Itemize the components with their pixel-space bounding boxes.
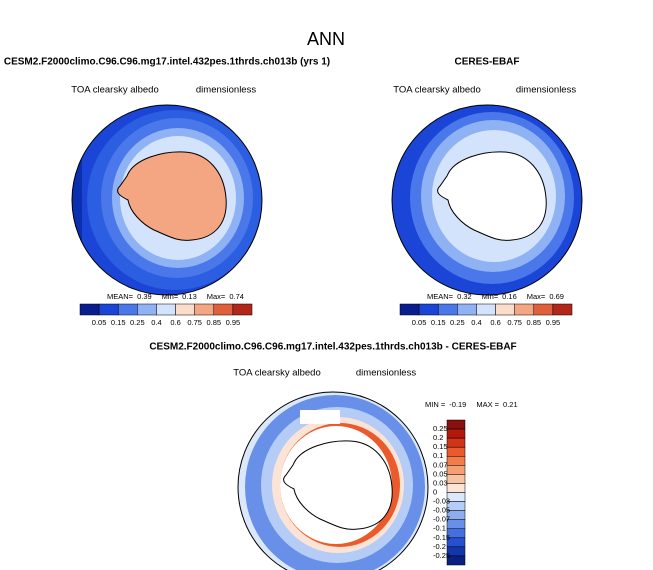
colorbar-label: 0.25 <box>433 424 448 433</box>
stat-value: 0.32 <box>457 292 472 301</box>
colorbar-label: 0.1 <box>433 451 443 460</box>
colorbar-box <box>446 456 466 466</box>
map-border <box>71 104 263 296</box>
colorbar-label: 0.15 <box>431 318 446 327</box>
colorbar-box <box>156 303 176 316</box>
stat-label: MAX = <box>476 400 499 409</box>
colorbar-box <box>476 303 496 316</box>
colorbar-label: -0.1 <box>433 524 446 533</box>
colorbar-label: -0.03 <box>433 497 450 506</box>
stat-label: Min= <box>162 292 179 301</box>
colorbar-box <box>446 437 466 448</box>
colorbar-box <box>533 303 554 316</box>
map <box>392 105 582 295</box>
colorbar-box <box>457 303 477 316</box>
colorbar-box <box>98 303 119 316</box>
colorbar-box <box>446 465 466 475</box>
stat-value: 0.21 <box>503 400 518 409</box>
colorbar-label: -0.2 <box>433 542 446 551</box>
colorbar-label: 0.15 <box>111 318 126 327</box>
colorbar-label: 0.4 <box>151 318 161 327</box>
map <box>238 392 428 570</box>
colorbar-label: 0.25 <box>450 318 465 327</box>
colorbar-box <box>495 303 515 316</box>
colorbar-box <box>399 303 420 316</box>
colorbar-label: 0.15 <box>433 442 448 451</box>
colorbar-box <box>552 303 573 316</box>
variable-label: TOA clearsky albedo <box>393 85 480 96</box>
map <box>72 105 262 295</box>
colorbar-label: 0.75 <box>507 318 522 327</box>
colorbar-box <box>194 303 215 316</box>
colorbar-label: 0.03 <box>433 478 448 487</box>
panel-title: CESM2.F2000climo.C96.C96.mg17.intel.432p… <box>149 342 516 353</box>
units-label: dimensionless <box>196 85 256 96</box>
units-label: dimensionless <box>516 85 576 96</box>
variable-label: TOA clearsky albedo <box>233 368 320 379</box>
colorbar-label: 0.75 <box>187 318 202 327</box>
colorbar-box <box>446 419 466 430</box>
colorbar-label: 0.05 <box>433 469 448 478</box>
colorbar-label: 0.85 <box>526 318 541 327</box>
colorbar-box <box>213 303 234 316</box>
colorbar-box <box>446 446 466 457</box>
colorbar-label: 0.25 <box>130 318 145 327</box>
panel-title: CESM2.F2000climo.C96.C96.mg17.intel.432p… <box>4 57 330 68</box>
colorbar-box <box>137 303 157 316</box>
colorbar-label: 0.07 <box>433 460 448 469</box>
stat-label: MEAN= <box>107 292 134 301</box>
colorbar-label: 0.05 <box>412 318 427 327</box>
colorbar-box <box>446 474 466 484</box>
colorbar-label: 0.4 <box>471 318 481 327</box>
stat-value: -0.19 <box>449 400 466 409</box>
colorbar-label: 0.2 <box>433 433 443 442</box>
colorbar-box <box>175 303 195 316</box>
colorbar-label: 0.6 <box>490 318 500 327</box>
colorbar-label: -0.15 <box>433 533 450 542</box>
colorbar-label: 0.95 <box>226 318 241 327</box>
stat-value: 0.16 <box>502 292 517 301</box>
colorbar-box <box>232 303 253 316</box>
colorbar-box <box>446 428 466 439</box>
colorbar-box <box>446 483 466 493</box>
colorbar-box <box>446 555 466 566</box>
stat-value: 0.74 <box>229 292 244 301</box>
colorbar-box <box>79 303 100 316</box>
colorbar-label: 0.85 <box>206 318 221 327</box>
colorbar-box <box>117 303 138 316</box>
stat-label: Min= <box>482 292 499 301</box>
colorbar-label: 0.6 <box>170 318 180 327</box>
colorbar-label: 0 <box>433 487 437 496</box>
colorbar-label: 0.95 <box>546 318 561 327</box>
colorbar-label: 0.05 <box>92 318 107 327</box>
units-label: dimensionless <box>356 368 416 379</box>
map-border <box>391 104 583 296</box>
variable-label: TOA clearsky albedo <box>71 85 158 96</box>
panel-title: CERES-EBAF <box>454 57 519 68</box>
stat-label: Max= <box>527 292 546 301</box>
stat-value: 0.13 <box>182 292 197 301</box>
colorbar-box <box>514 303 535 316</box>
stat-label: MIN = <box>425 400 446 409</box>
stat-value: 0.69 <box>549 292 564 301</box>
colorbar-box <box>437 303 458 316</box>
colorbar-box <box>418 303 439 316</box>
colorbar-label: -0.07 <box>433 515 450 524</box>
colorbar-label: -0.25 <box>433 551 450 560</box>
figure-title: ANN <box>307 29 345 49</box>
colorbar-label: -0.05 <box>433 506 450 515</box>
stat-value: 0.39 <box>137 292 152 301</box>
map-border <box>237 391 429 570</box>
stat-label: Max= <box>207 292 226 301</box>
stat-label: MEAN= <box>427 292 454 301</box>
